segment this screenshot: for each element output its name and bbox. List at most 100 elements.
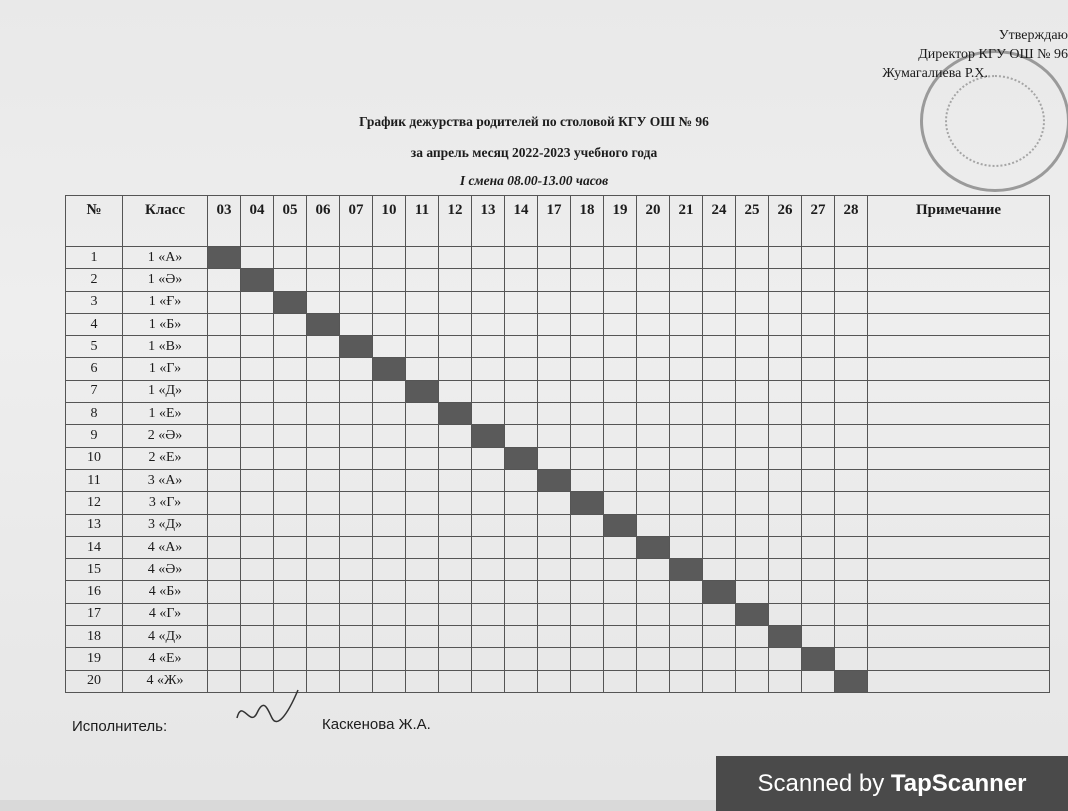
date-cell [273, 446, 307, 470]
date-cell [471, 312, 505, 337]
date-cell [405, 647, 439, 671]
date-cell [570, 513, 604, 537]
date-cell [405, 669, 439, 693]
date-cell [603, 647, 637, 671]
table-row: 10 2 «Е» [65, 446, 1050, 470]
date-cell [405, 535, 439, 560]
date-cell [504, 491, 538, 515]
date-cell [834, 446, 868, 470]
date-cell [801, 602, 835, 627]
date-cell [405, 268, 439, 292]
note-cell [867, 468, 1050, 493]
date-cell [570, 535, 604, 560]
date-cell [834, 312, 868, 337]
date-cell [273, 625, 307, 649]
date-cell [636, 602, 670, 627]
date-cell [372, 402, 406, 426]
note-cell [867, 245, 1050, 270]
date-cell [801, 513, 835, 537]
date-cell [537, 312, 571, 337]
date-cell [603, 669, 637, 693]
row-num: 13 [65, 513, 123, 537]
date-cell [801, 379, 835, 404]
date-cell [537, 491, 571, 515]
row-class: 4 «Г» [122, 602, 208, 627]
header-date: 24 [702, 195, 736, 247]
row-num: 9 [65, 424, 123, 448]
date-cell [768, 290, 802, 314]
date-cell [768, 468, 802, 493]
date-cell [603, 558, 637, 582]
table-row: 19 4 «Е» [65, 647, 1050, 671]
table-row: 12 3 «Г» [65, 491, 1050, 515]
approval-name: Жумагалиева Р.Х. [882, 66, 988, 81]
row-num: 18 [65, 625, 123, 649]
date-cell [471, 580, 505, 604]
date-cell [702, 625, 736, 649]
row-num: 3 [65, 290, 123, 314]
row-num: 7 [65, 379, 123, 404]
header-num: № [65, 195, 123, 247]
row-num: 12 [65, 491, 123, 515]
date-cell [339, 580, 373, 604]
row-num: 20 [65, 669, 123, 693]
date-cell [801, 424, 835, 448]
date-cell [570, 446, 604, 470]
date-cell [537, 245, 571, 270]
header-date: 06 [306, 195, 340, 247]
date-cell [834, 647, 868, 671]
table-row: 15 4 «Ә» [65, 558, 1050, 582]
date-cell [768, 602, 802, 627]
date-cell [570, 312, 604, 337]
date-cell [702, 558, 736, 582]
watermark-prefix: Scanned by [757, 770, 891, 797]
date-cell [702, 535, 736, 560]
date-cell [273, 558, 307, 582]
date-cell [735, 647, 769, 671]
note-cell [867, 558, 1050, 582]
date-cell [240, 468, 274, 493]
duty-schedule-table: № Класс 03 04 05 06 07 10 11 12 13 14 17 18 19 20 21 24… [65, 195, 1050, 693]
signature [236, 689, 299, 723]
date-cell [372, 290, 406, 314]
date-cell [801, 669, 835, 693]
date-cell [372, 491, 406, 515]
date-cell [669, 335, 703, 359]
date-cell [240, 580, 274, 604]
date-cell [438, 312, 472, 337]
duty-mark-cell [438, 402, 472, 426]
date-cell [504, 245, 538, 270]
date-cell [537, 625, 571, 649]
header-date: 26 [768, 195, 802, 247]
row-num: 4 [65, 312, 123, 337]
date-cell [240, 424, 274, 448]
date-cell [570, 402, 604, 426]
date-cell [537, 558, 571, 582]
date-cell [636, 379, 670, 404]
date-cell [240, 647, 274, 671]
date-cell [735, 402, 769, 426]
date-cell [240, 602, 274, 627]
date-cell [504, 535, 538, 560]
header-class: Класс [122, 195, 208, 247]
note-cell [867, 335, 1050, 359]
table-row: 14 4 «А» [65, 535, 1050, 560]
note-cell [867, 580, 1050, 604]
date-cell [537, 580, 571, 604]
date-cell [735, 625, 769, 649]
date-cell [636, 669, 670, 693]
row-num: 16 [65, 580, 123, 604]
date-cell [405, 580, 439, 604]
date-cell [273, 402, 307, 426]
date-cell [537, 268, 571, 292]
date-cell [471, 268, 505, 292]
date-cell [537, 357, 571, 381]
date-cell [504, 290, 538, 314]
date-cell [768, 402, 802, 426]
date-cell [438, 513, 472, 537]
note-cell [867, 602, 1050, 627]
date-cell [372, 580, 406, 604]
date-cell [207, 625, 241, 649]
date-cell [570, 268, 604, 292]
row-class: 4 «Б» [122, 580, 208, 604]
